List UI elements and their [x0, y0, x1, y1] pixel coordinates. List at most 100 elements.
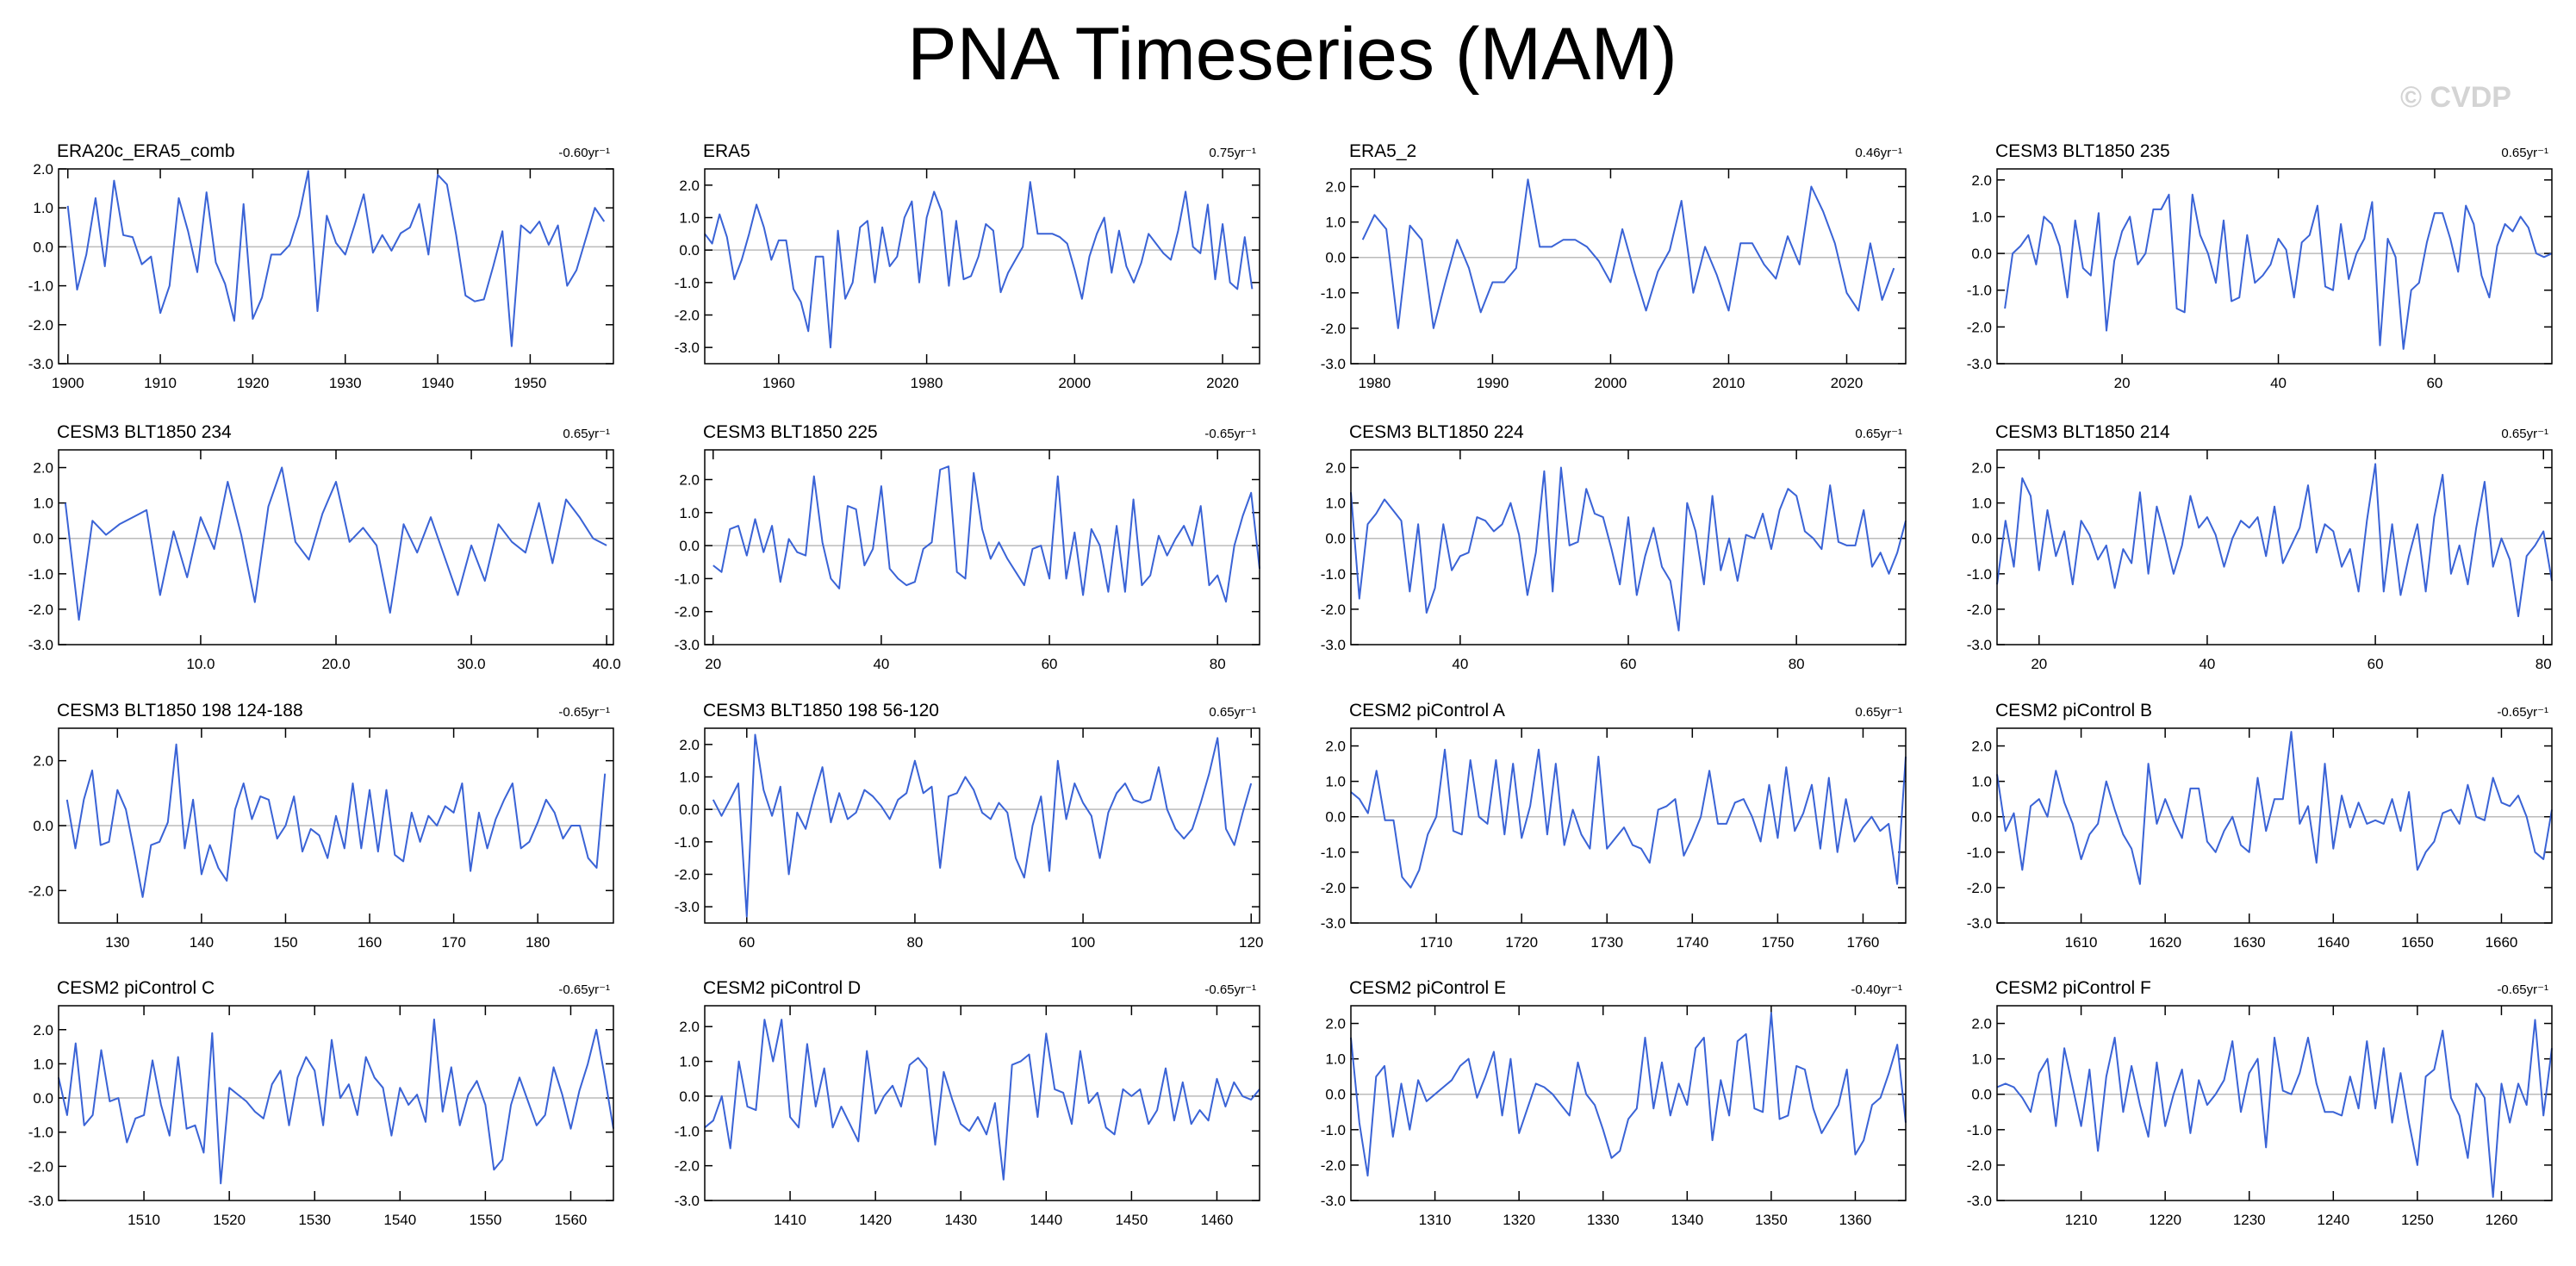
panel-title: CESM3 BLT1850 234	[57, 422, 232, 442]
y-tick-label: -3.0	[1321, 915, 1346, 932]
y-tick-label: -2.0	[675, 867, 700, 883]
y-tick-label: -2.0	[28, 602, 53, 618]
series-line	[1361, 178, 1895, 329]
x-tick-label: 1740	[1676, 934, 1708, 951]
panel-14: CESM2 piControl D -0.65yr⁻¹ -3.0 -2.0 -1.0 0.…	[675, 978, 1260, 1228]
y-tick-label: -3.0	[1967, 637, 1992, 653]
y-tick-label: 0.0	[1971, 531, 1992, 547]
y-tick-label: -2.0	[675, 1158, 700, 1175]
x-tick-label: 20	[2031, 656, 2047, 672]
x-tick-label: 130	[105, 934, 129, 951]
panel-title: CESM3 BLT1850 224	[1349, 422, 1524, 442]
panel-4: CESM3 BLT1850 235 0.65yr⁻¹ -3.0 -2.0 -1.0 0.0…	[1967, 141, 2553, 391]
series-line	[58, 1018, 614, 1185]
y-tick-label: -2.0	[1321, 321, 1346, 337]
y-tick-label: 1.0	[679, 505, 700, 521]
series-line	[1996, 731, 2553, 885]
y-tick-label: 2.0	[1971, 172, 1992, 189]
plot-frame	[1996, 168, 2553, 365]
x-tick-label: 2000	[1058, 375, 1091, 391]
y-tick-label: 0.0	[679, 801, 700, 818]
y-tick-label: 1.0	[679, 1054, 700, 1070]
y-tick-label: -2.0	[1967, 319, 1992, 335]
watermark-logo: © CVDP	[2400, 81, 2511, 114]
panel-3: ERA5_2 0.46yr⁻¹ -3.0 -2.0 -1.0 0.0 1.0 2.0 1980 1…	[1321, 141, 1907, 391]
x-tick-label: 1980	[911, 375, 943, 391]
y-tick-label: -1.0	[1967, 566, 1992, 583]
x-tick-label: 1410	[774, 1212, 806, 1228]
series-line	[1350, 748, 1907, 889]
y-tick-label: 1.0	[1971, 1051, 1992, 1068]
y-tick-label: -2.0	[28, 882, 53, 899]
trend-label: 0.65yr⁻¹	[1209, 705, 1256, 720]
x-tick-label: 1430	[944, 1212, 977, 1228]
x-tick-label: 170	[441, 934, 465, 951]
x-tick-label: 2020	[1831, 375, 1864, 391]
x-tick-label: 80	[1210, 656, 1226, 672]
trend-label: 0.65yr⁻¹	[2501, 146, 2548, 160]
plot-frame	[1350, 727, 1907, 924]
x-tick-label: 1340	[1671, 1212, 1703, 1228]
x-tick-label: 1460	[1201, 1212, 1234, 1228]
y-tick-label: -2.0	[675, 604, 700, 621]
y-tick-label: -2.0	[1967, 880, 1992, 896]
plot-frame	[1350, 449, 1907, 645]
x-tick-label: 1420	[859, 1212, 892, 1228]
x-tick-label: 1910	[144, 375, 177, 391]
x-tick-label: 2010	[1713, 375, 1745, 391]
plot-frame	[704, 449, 1260, 645]
x-tick-label: 1660	[2486, 934, 2518, 951]
series-line	[704, 181, 1254, 349]
x-tick-label: 1940	[421, 375, 454, 391]
y-tick-label: 2.0	[1325, 179, 1346, 196]
panel-5: CESM3 BLT1850 234 0.65yr⁻¹ -3.0 -2.0 -1.0 0.0…	[28, 422, 621, 672]
y-tick-label: 0.0	[1971, 809, 1992, 826]
panel-title: CESM2 piControl E	[1349, 978, 1506, 998]
x-tick-label: 1930	[329, 375, 362, 391]
series-line	[1350, 466, 1907, 632]
x-tick-label: 1350	[1755, 1212, 1788, 1228]
y-tick-label: 2.0	[679, 178, 700, 194]
series-line	[66, 170, 606, 347]
panel-1: ERA20c_ERA5_comb -0.60yr⁻¹ -3.0 -2.0 -1.0 0.0…	[28, 141, 614, 391]
panel-title: CESM2 piControl A	[1349, 701, 1505, 720]
y-tick-label: 0.0	[679, 1088, 700, 1105]
y-tick-label: 0.0	[1325, 1087, 1346, 1103]
y-tick-label: 1.0	[1971, 774, 1992, 790]
series-line	[64, 466, 607, 621]
y-tick-label: -2.0	[675, 308, 700, 324]
y-tick-label: 0.0	[679, 538, 700, 554]
y-tick-label: -3.0	[675, 1193, 700, 1209]
panel-title: ERA20c_ERA5_comb	[57, 141, 235, 161]
y-tick-label: 1.0	[1971, 496, 1992, 512]
trend-label: -0.65yr⁻¹	[558, 982, 610, 997]
y-tick-label: -3.0	[1967, 1193, 1992, 1209]
y-tick-label: 2.0	[1971, 1016, 1992, 1032]
plot-frame	[1350, 168, 1907, 365]
trend-label: -0.65yr⁻¹	[2497, 982, 2548, 997]
panel-title: CESM2 piControl B	[1995, 701, 2152, 720]
y-tick-label: 2.0	[1971, 739, 1992, 755]
plot-frame	[1996, 449, 2553, 645]
x-tick-label: 1990	[1477, 375, 1509, 391]
y-tick-label: -1.0	[1967, 283, 1992, 299]
x-tick-label: 1980	[1358, 375, 1391, 391]
y-tick-label: 2.0	[679, 471, 700, 488]
x-tick-label: 40.0	[593, 656, 621, 672]
y-tick-label: -1.0	[675, 275, 700, 291]
y-tick-label: 0.0	[1325, 250, 1346, 266]
y-tick-label: 1.0	[1325, 496, 1346, 512]
x-tick-label: 1720	[1505, 934, 1538, 951]
x-tick-label: 80	[2536, 656, 2552, 672]
y-tick-label: 2.0	[1325, 739, 1346, 755]
y-tick-label: 1.0	[679, 210, 700, 227]
x-tick-label: 1510	[128, 1212, 160, 1228]
panel-6: CESM3 BLT1850 225 -0.65yr⁻¹ -3.0 -2.0 -1.0 0.…	[675, 422, 1260, 672]
plot-frame	[704, 727, 1260, 924]
y-tick-label: 1.0	[1325, 774, 1346, 790]
panel-title: CESM3 BLT1850 198 124-188	[57, 701, 303, 720]
y-tick-label: -3.0	[1967, 356, 1992, 372]
y-tick-label: 1.0	[679, 770, 700, 786]
x-tick-label: 180	[526, 934, 550, 951]
y-tick-label: -1.0	[1967, 845, 1992, 861]
